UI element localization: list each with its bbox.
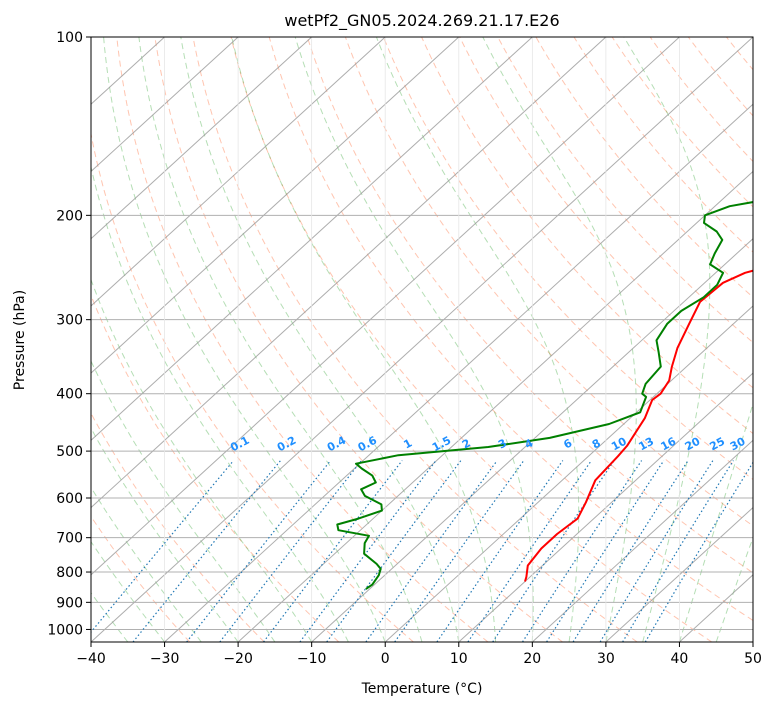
mixing-ratio-line: [521, 460, 643, 642]
mixing-ratio-line: [299, 460, 437, 642]
dry-adiabat: [91, 293, 340, 642]
mixing-ratio-line: [644, 461, 753, 642]
dry-adiabat: [497, 37, 753, 344]
dry-adiabat: [192, 37, 638, 642]
mixing-ratio-label: 20: [683, 435, 703, 454]
y-tick-label: 500: [56, 444, 83, 460]
moist-adiabat: [180, 37, 460, 642]
isotherm: [91, 37, 460, 374]
isotherm: [91, 37, 239, 173]
y-axis-title: Pressure (hPa): [12, 290, 28, 390]
x-tick-label: 30: [597, 651, 615, 667]
dry-adiabat: [230, 37, 713, 642]
mixing-ratio-line: [394, 460, 525, 642]
dry-adiabat: [344, 37, 753, 527]
moist-adiabat: [231, 37, 497, 642]
mixing-ratio-label: 13: [636, 435, 656, 454]
moist-adiabat: [91, 427, 239, 642]
mixing-ratio-line: [467, 460, 592, 642]
isotherm: [605, 506, 753, 642]
y-tick-label: 400: [56, 387, 83, 403]
dry-adiabat: [421, 37, 753, 435]
dry-adiabat: [306, 37, 753, 574]
isotherm: [91, 37, 313, 240]
dry-adiabat: [154, 37, 563, 642]
x-tick-label: 0: [381, 651, 390, 667]
isotherm: [458, 372, 753, 642]
y-tick-label: 900: [56, 595, 83, 611]
profile-lines: [336, 201, 753, 590]
isotherm: [91, 37, 680, 576]
mixing-ratio-line: [186, 460, 332, 642]
isotherm: [531, 439, 753, 642]
y-tick-label: 1000: [47, 622, 83, 638]
moist-adiabat: [375, 37, 580, 642]
mixing-ratio-label: 30: [728, 435, 748, 454]
x-tick-label: −30: [150, 651, 180, 667]
dry-adiabat: [535, 37, 753, 298]
y-tick-label: 100: [56, 30, 83, 46]
dry-adiabat: [91, 412, 265, 642]
x-tick-label: −10: [297, 651, 327, 667]
dry-adiabat: [459, 37, 753, 389]
isotherm: [311, 237, 753, 642]
mixing-ratio-label: 25: [707, 435, 727, 454]
x-tick-label: −20: [223, 651, 253, 667]
mixing-ratio-line: [91, 460, 235, 633]
mixing-ratio-line: [326, 460, 462, 642]
axes: −40 −30 −20 −10 0 10 20 30 40 50 100 200 300 400 500 60…: [47, 30, 762, 667]
dry-adiabat: [649, 37, 753, 163]
plot-frame: [90, 36, 754, 643]
isotherm: [164, 103, 753, 642]
mixing-ratio-line: [436, 460, 564, 642]
y-tick-label: 200: [56, 208, 83, 224]
isotherm: [91, 37, 753, 642]
mixing-ratio-line: [365, 460, 498, 642]
moist-adiabat: [482, 37, 637, 642]
dry-adiabat: [765, 37, 775, 642]
y-tick-label: 300: [56, 313, 83, 329]
dry-adiabat: [573, 37, 753, 253]
mixing-ratio-line: [622, 460, 734, 642]
x-axis-title: Temperature (°C): [361, 681, 483, 697]
dry-adiabat: [91, 131, 414, 642]
isotherm: [752, 641, 753, 642]
y-tick-label: 700: [56, 531, 83, 547]
moist-adiabat: [91, 278, 313, 642]
mixing-ratio-label: 10: [609, 435, 629, 454]
moist-adiabat: [678, 401, 753, 642]
isotherm: [384, 305, 753, 642]
temperature-profile: [524, 269, 753, 582]
dewpoint-profile: [336, 201, 753, 590]
isotherm: [91, 37, 533, 442]
moist-adiabat: [138, 37, 423, 642]
mixing-ratio-line: [132, 460, 282, 642]
x-tick-label: 20: [523, 651, 541, 667]
chart-title: wetPf2_GN05.2024.269.21.17.E26: [284, 11, 559, 31]
isotherm: [91, 37, 386, 307]
y-tick-label: 800: [56, 565, 83, 581]
mixing-ratio-label: 16: [659, 435, 679, 454]
moist-adiabat: [91, 486, 202, 642]
moist-adiabat: [91, 164, 349, 642]
x-tick-label: 40: [670, 651, 688, 667]
moist-adiabat: [103, 37, 386, 642]
line-labels: 0.1 0.2 0.4 0.6 1 1.5 2 3 4 6 8 10 13 16 20 25 30: [228, 434, 748, 455]
x-tick-label: 10: [450, 651, 468, 667]
moist-adiabat: [294, 37, 534, 642]
isotherm: [91, 37, 607, 509]
background-lines: [91, 37, 775, 642]
x-tick-label: −40: [76, 651, 106, 667]
x-tick-label: 50: [744, 651, 762, 667]
y-tick-label: 600: [56, 491, 83, 507]
isotherm: [237, 170, 753, 642]
mixing-ratio-line: [492, 460, 615, 642]
